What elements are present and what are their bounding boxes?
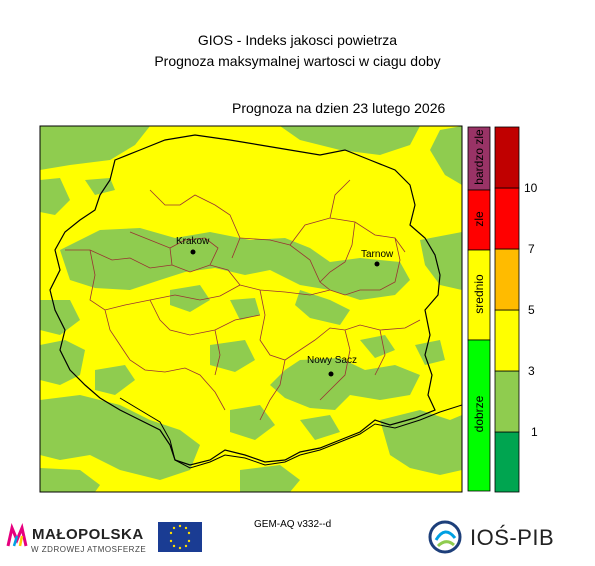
malopolska-logo-text: MAŁOPOLSKA [32, 526, 144, 543]
scale-tick-1: 1 [531, 425, 538, 439]
eu-life-logo-icon [158, 522, 202, 552]
city-label-tarnow: Tarnow [361, 249, 394, 260]
scale-band-5-7 [494, 248, 520, 311]
map-subtitle: Prognoza maksymalnej wartosci w ciagu do… [154, 53, 441, 69]
malopolska-logo-icon [6, 523, 28, 547]
ios-pib-logo-text: IOŚ-PIB [470, 525, 555, 550]
category-good [467, 339, 491, 492]
county-borders [65, 179, 421, 421]
category-label-bad: zle [472, 211, 486, 227]
scale-band-7-10 [494, 187, 520, 250]
forecast-date: Prognoza na dzien 23 lutego 2026 [232, 100, 446, 116]
city-label-krakow: Krakow [176, 236, 210, 247]
category-label-good: dobrze [472, 395, 486, 433]
city-marker-krakow [190, 249, 196, 255]
scale-tick-3: 3 [528, 364, 535, 378]
category-legend [467, 126, 491, 492]
country-border [119, 397, 462, 469]
map-title: GIOS - Indeks jakosci powietrza [197, 32, 398, 48]
city-marker-nowy-sacz [328, 371, 334, 377]
scale-band-3-5 [494, 309, 520, 372]
scale-tick-10: 10 [524, 181, 538, 195]
index-scale [494, 126, 520, 493]
city-marker-tarnow [374, 261, 380, 267]
map-frame [39, 125, 463, 493]
scale-band-0-1 [494, 431, 520, 493]
scale-band-10-12 [494, 126, 520, 189]
scale-tick-7: 7 [528, 242, 535, 256]
scale-band-1-3 [494, 370, 520, 433]
ios-pib-logo-icon [428, 520, 462, 554]
model-version-label: GEM-AQ v332--d [254, 519, 332, 530]
city-label-nowy-sacz: Nowy Sacz [307, 355, 358, 366]
category-label-medium: srednio [472, 274, 486, 314]
malopolska-logo-subtext: W ZDROWEJ ATMOSFERZE [31, 545, 147, 554]
category-label-very-bad: bardzo zle [472, 129, 486, 185]
scale-tick-5: 5 [528, 303, 535, 317]
region-border [49, 134, 441, 466]
